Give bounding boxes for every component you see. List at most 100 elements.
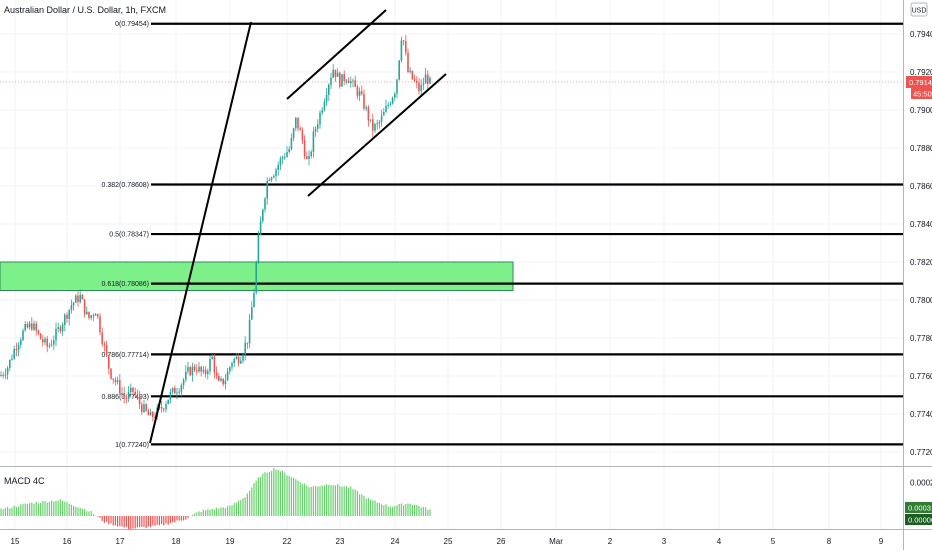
time-tick-label: 17	[116, 537, 125, 546]
fib-level-label: 0.5(0.78347)	[109, 232, 149, 239]
candle-body	[284, 156, 286, 158]
last-price-value: 0.79146	[909, 78, 932, 87]
candle-body	[334, 69, 337, 77]
candle-body	[251, 307, 253, 320]
candle-body	[77, 295, 79, 303]
candle-body	[167, 399, 169, 404]
candle-body	[233, 358, 235, 363]
candle-body	[187, 367, 189, 372]
candle-body	[130, 387, 132, 393]
candle-body	[253, 292, 255, 308]
candle-body	[44, 338, 46, 343]
candle-body	[204, 370, 207, 375]
fib-level-label: 0.886(0.77493)	[102, 394, 149, 401]
macd-axis[interactable]: 0.00020 0.00031 0.00000	[905, 479, 932, 526]
candle-body	[163, 408, 165, 410]
candle-body	[108, 354, 110, 369]
candle-body	[288, 148, 290, 153]
candle-body	[321, 110, 323, 113]
candle-body	[416, 80, 418, 83]
candle-body	[61, 324, 64, 332]
candle-body	[66, 314, 68, 319]
candle-body	[312, 131, 315, 152]
candle-body	[86, 311, 88, 315]
candle-body	[356, 86, 359, 96]
candle-body	[306, 156, 308, 160]
currency-badge[interactable]: USD	[910, 2, 928, 17]
candle-body	[33, 323, 35, 330]
candle-body	[427, 74, 429, 84]
candle-body	[141, 404, 143, 413]
channel-lower-line	[307, 73, 447, 197]
candle-body	[339, 72, 341, 87]
candle-body	[17, 344, 20, 350]
candle-body	[389, 103, 392, 105]
candle-body	[94, 314, 97, 316]
candle-body	[317, 124, 319, 129]
candle-body	[363, 94, 365, 109]
candle-body	[361, 91, 363, 95]
candle-body	[332, 69, 334, 78]
candle-body	[4, 374, 7, 376]
candle-body	[308, 155, 310, 160]
candle-body	[105, 345, 108, 355]
price-tick-label: 0.78400	[910, 220, 932, 229]
time-tick-label: 15	[11, 537, 20, 546]
last-price-badge-box	[906, 76, 932, 88]
candle-body	[365, 107, 367, 109]
price-axis[interactable]: 0.79400 0.79200 0.79000 0.78800 0.78600 0.784…	[910, 30, 932, 457]
candle-body	[281, 157, 284, 159]
fib-level-label: 0.382(0.78608)	[102, 182, 149, 189]
candle-body	[147, 410, 150, 416]
candle-body	[46, 338, 48, 347]
trend-lines	[149, 9, 447, 444]
candle-body	[101, 332, 103, 344]
price-tick-label: 0.79000	[910, 106, 932, 115]
time-tick-label: 3	[662, 537, 667, 546]
candle-body	[215, 372, 218, 376]
time-tick-label: 24	[391, 537, 400, 546]
candle-body	[420, 85, 422, 92]
time-tick-label: 23	[336, 537, 345, 546]
candle-body	[297, 117, 299, 129]
candle-body	[418, 82, 420, 92]
candle-body	[191, 366, 194, 376]
candle-body	[145, 404, 147, 411]
price-tick-label: 0.78200	[910, 258, 932, 267]
candle-body	[138, 396, 141, 405]
candle-body	[174, 387, 176, 394]
candle-body	[11, 358, 13, 360]
candle-body	[358, 91, 361, 96]
candle-body	[231, 362, 233, 368]
candle-body	[367, 107, 370, 121]
candle-body	[189, 367, 191, 376]
time-axis[interactable]: 15 16 17 18 19 22 23 24 25 26 Mar 2 3 4 5 8 9	[11, 537, 884, 546]
candle-body	[88, 311, 90, 318]
candle-body	[26, 324, 29, 328]
time-tick-label: 5	[771, 537, 776, 546]
candle-body	[132, 387, 134, 392]
candle-body	[396, 79, 398, 94]
candle-body	[383, 112, 385, 116]
candle-body	[207, 371, 209, 375]
price-tick-label: 0.78600	[910, 182, 932, 191]
candle-body	[262, 209, 264, 222]
last-price-badge: 0.79146 45:50	[906, 76, 932, 99]
candle-body	[268, 180, 271, 182]
fibonacci-levels: 0(0.79454) 0.382(0.78608) 0.5(0.78347) 0.61…	[102, 21, 903, 449]
price-tick-label: 0.77800	[910, 334, 932, 343]
candle-body	[97, 314, 99, 317]
candle-body	[218, 375, 220, 381]
candle-body	[394, 93, 396, 98]
candle-body	[314, 128, 317, 132]
candle-body	[48, 345, 51, 347]
candle-body	[53, 340, 55, 345]
candle-body	[336, 72, 339, 77]
time-tick-label: 4	[717, 537, 722, 546]
bar-countdown: 45:50	[913, 90, 932, 99]
candle-body	[343, 74, 345, 82]
candle-body	[323, 101, 326, 111]
candle-body	[286, 152, 288, 157]
